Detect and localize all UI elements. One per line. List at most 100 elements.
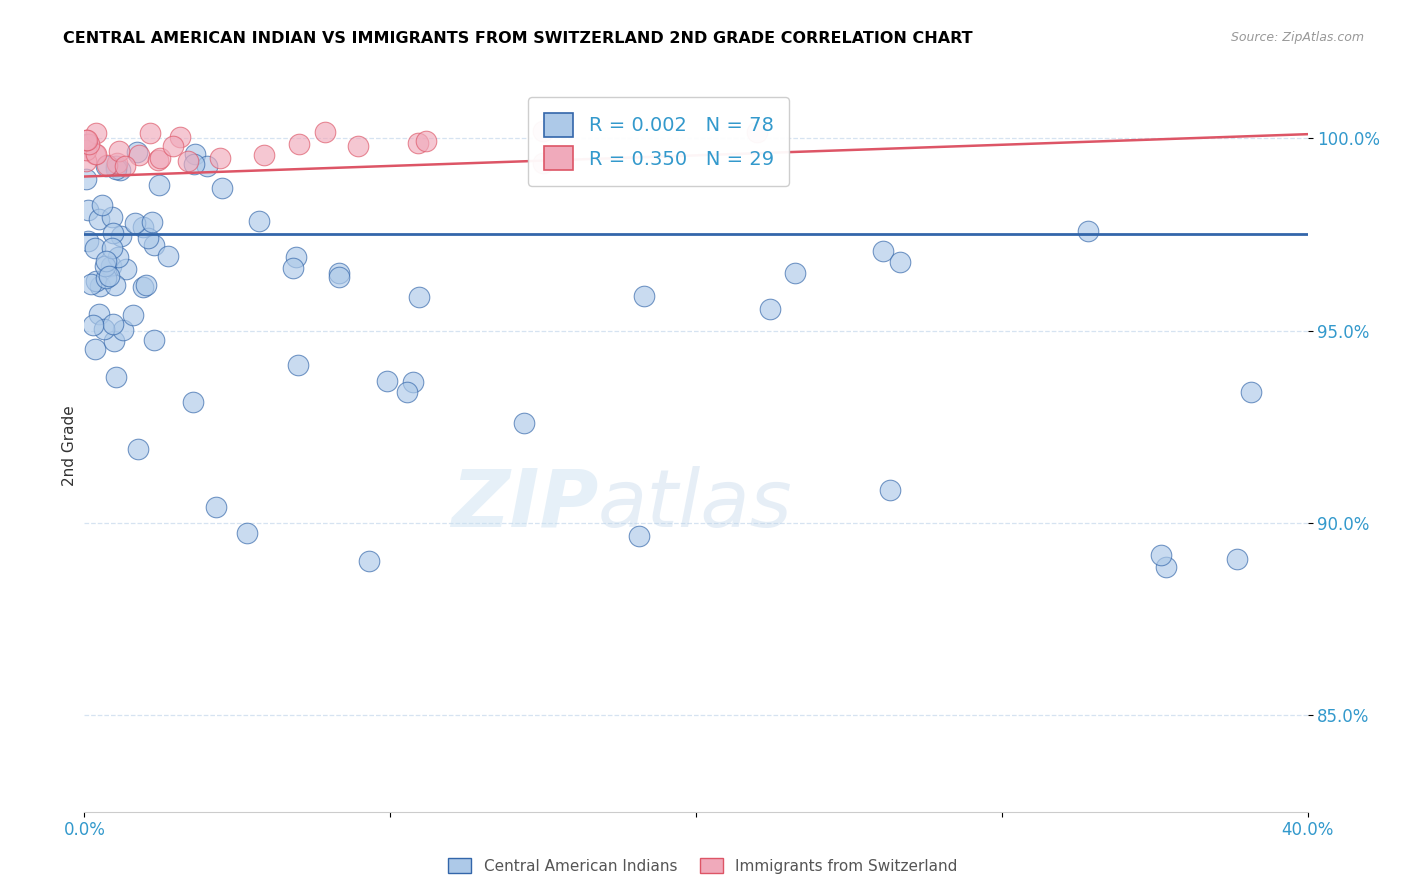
Point bbox=[183, 146, 205, 161]
Y-axis label: 2nd Grade: 2nd Grade bbox=[62, 406, 77, 486]
Point bbox=[97, 268, 120, 283]
Point bbox=[531, 124, 554, 138]
Point bbox=[89, 307, 111, 321]
Point bbox=[236, 526, 259, 541]
Point bbox=[195, 159, 218, 173]
Point bbox=[758, 301, 780, 316]
Point bbox=[115, 261, 138, 276]
Point bbox=[93, 322, 115, 336]
Point bbox=[124, 216, 146, 230]
Point bbox=[132, 219, 155, 234]
Point bbox=[128, 147, 150, 161]
Point bbox=[105, 155, 128, 169]
Point bbox=[141, 215, 163, 229]
Point bbox=[131, 280, 153, 294]
Text: atlas: atlas bbox=[598, 466, 793, 543]
Point bbox=[77, 136, 100, 151]
Point bbox=[249, 214, 271, 228]
Point bbox=[281, 260, 304, 275]
Point bbox=[80, 277, 103, 291]
Point bbox=[146, 153, 169, 167]
Point bbox=[112, 323, 135, 337]
Point bbox=[76, 136, 98, 151]
Point bbox=[628, 529, 651, 543]
Point bbox=[94, 254, 117, 268]
Point bbox=[347, 138, 370, 153]
Point bbox=[314, 125, 336, 139]
Point bbox=[889, 255, 911, 269]
Point bbox=[114, 160, 136, 174]
Point bbox=[142, 237, 165, 252]
Legend: R = 0.002   N = 78, R = 0.350   N = 29: R = 0.002 N = 78, R = 0.350 N = 29 bbox=[529, 97, 789, 186]
Point bbox=[103, 334, 125, 349]
Point bbox=[148, 178, 170, 193]
Point bbox=[211, 181, 233, 195]
Point bbox=[177, 154, 200, 169]
Text: ZIP: ZIP bbox=[451, 466, 598, 543]
Point bbox=[785, 266, 807, 280]
Point bbox=[531, 156, 554, 170]
Point bbox=[86, 274, 108, 288]
Point bbox=[396, 384, 419, 399]
Point bbox=[135, 277, 157, 292]
Point bbox=[1240, 384, 1263, 399]
Point bbox=[87, 212, 110, 227]
Point bbox=[209, 151, 232, 165]
Point bbox=[105, 159, 128, 173]
Point bbox=[101, 317, 124, 331]
Point bbox=[82, 318, 104, 333]
Point bbox=[169, 130, 191, 145]
Point bbox=[204, 500, 226, 515]
Point bbox=[156, 249, 179, 263]
Point bbox=[110, 228, 132, 243]
Point bbox=[122, 308, 145, 322]
Point bbox=[872, 244, 894, 258]
Point bbox=[84, 241, 107, 255]
Point bbox=[1076, 224, 1098, 238]
Point bbox=[415, 135, 437, 149]
Point bbox=[90, 198, 112, 212]
Point bbox=[76, 202, 98, 217]
Point bbox=[108, 145, 131, 159]
Point bbox=[125, 145, 148, 159]
Point bbox=[149, 151, 172, 165]
Point bbox=[103, 226, 125, 240]
Point bbox=[375, 375, 398, 389]
Point bbox=[100, 259, 122, 273]
Point bbox=[75, 153, 97, 168]
Point bbox=[101, 241, 124, 255]
Point bbox=[94, 260, 117, 274]
Point bbox=[75, 143, 97, 157]
Point bbox=[328, 270, 350, 285]
Point bbox=[75, 171, 97, 186]
Text: Source: ZipAtlas.com: Source: ZipAtlas.com bbox=[1230, 31, 1364, 45]
Point bbox=[284, 251, 307, 265]
Point bbox=[287, 358, 309, 372]
Point bbox=[162, 139, 184, 153]
Legend: Central American Indians, Immigrants from Switzerland: Central American Indians, Immigrants fro… bbox=[443, 852, 963, 880]
Text: CENTRAL AMERICAN INDIAN VS IMMIGRANTS FROM SWITZERLAND 2ND GRADE CORRELATION CHA: CENTRAL AMERICAN INDIAN VS IMMIGRANTS FR… bbox=[63, 31, 973, 46]
Point bbox=[181, 395, 204, 409]
Point bbox=[1150, 548, 1173, 562]
Point bbox=[402, 375, 425, 389]
Point bbox=[253, 148, 276, 162]
Point bbox=[1226, 552, 1249, 566]
Point bbox=[328, 265, 350, 279]
Point bbox=[513, 417, 536, 431]
Point bbox=[1154, 560, 1177, 574]
Point bbox=[879, 483, 901, 497]
Point bbox=[94, 271, 117, 285]
Point bbox=[104, 370, 127, 384]
Point bbox=[108, 162, 131, 177]
Point bbox=[633, 289, 655, 303]
Point bbox=[357, 554, 380, 568]
Point bbox=[77, 234, 100, 248]
Point bbox=[408, 290, 430, 304]
Point bbox=[76, 133, 98, 147]
Point bbox=[75, 133, 97, 147]
Point bbox=[136, 230, 159, 244]
Point bbox=[127, 442, 149, 456]
Point bbox=[288, 136, 311, 151]
Point bbox=[183, 157, 205, 171]
Point bbox=[84, 147, 107, 161]
